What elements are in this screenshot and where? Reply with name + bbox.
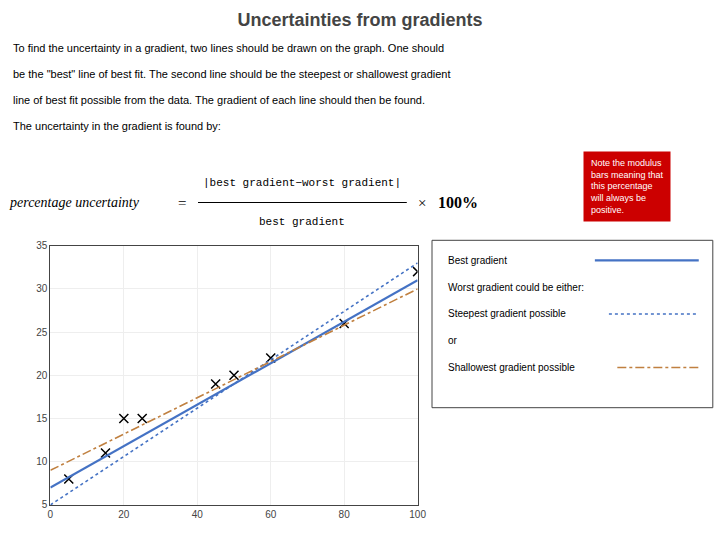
svg-text:60: 60	[265, 509, 277, 520]
svg-text:The uncertainty in the gradien: The uncertainty in the gradient is found…	[13, 120, 221, 132]
svg-text:Uncertainties from gradients: Uncertainties from gradients	[237, 10, 482, 30]
svg-text:|best gradient−worst gradient|: |best gradient−worst gradient|	[203, 177, 401, 189]
svg-text:Note the modulusbars meaning t: Note the modulusbars meaning thatthis pe…	[590, 158, 664, 215]
svg-text:20: 20	[118, 509, 130, 520]
svg-text:Worst gradient could be either: Worst gradient could be either:	[448, 282, 584, 293]
svg-text:100%: 100%	[438, 194, 478, 211]
svg-text:×: ×	[418, 195, 426, 211]
svg-text:Best gradient: Best gradient	[448, 255, 507, 266]
svg-text:=: =	[178, 195, 186, 211]
svg-text:15: 15	[36, 413, 48, 424]
svg-text:35: 35	[36, 240, 48, 251]
svg-text:To find the uncertainty in a g: To find the uncertainty in a gradient, t…	[13, 42, 444, 54]
svg-text:percentage uncertainty: percentage uncertainty	[9, 195, 140, 210]
svg-text:40: 40	[192, 509, 204, 520]
svg-text:100: 100	[409, 509, 426, 520]
svg-text:25: 25	[36, 327, 48, 338]
svg-text:Steepest gradient possible: Steepest gradient possible	[448, 308, 566, 319]
svg-text:10: 10	[36, 456, 48, 467]
svg-text:20: 20	[36, 370, 48, 381]
svg-text:30: 30	[36, 283, 48, 294]
svg-text:Shallowest gradient possible: Shallowest gradient possible	[448, 362, 575, 373]
svg-text:or: or	[448, 335, 458, 346]
svg-text:line of best fit possible from: line of best fit possible from the data.…	[13, 94, 425, 106]
svg-text:5: 5	[42, 499, 48, 510]
svg-text:best gradient: best gradient	[259, 216, 345, 228]
svg-text:be the "best" line of best fit: be the "best" line of best fit. The seco…	[13, 68, 451, 80]
svg-text:0: 0	[48, 509, 54, 520]
svg-text:80: 80	[339, 509, 351, 520]
